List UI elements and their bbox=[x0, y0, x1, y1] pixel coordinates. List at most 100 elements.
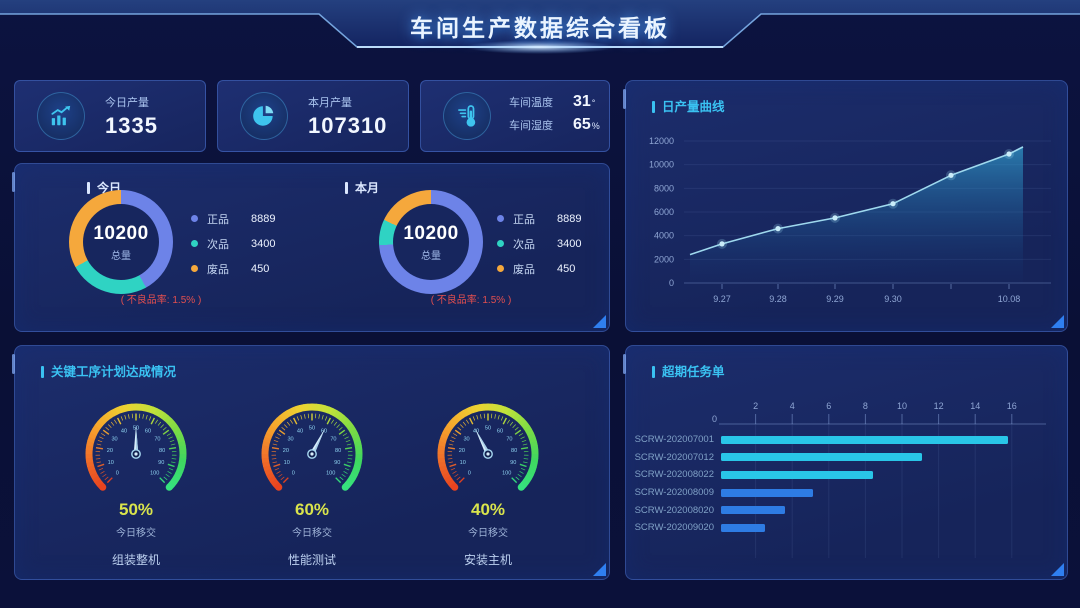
legend-item: 废品 450 bbox=[497, 256, 581, 281]
legend-name: 次品 bbox=[513, 238, 535, 251]
gauge-performance-test: 0 10 20 30 40 50 60 70 80 90 100 60% 今日移交 性能测试 bbox=[252, 394, 372, 568]
svg-text:40: 40 bbox=[297, 428, 303, 434]
svg-text:2: 2 bbox=[753, 401, 758, 411]
section-bar bbox=[345, 182, 348, 194]
trend-up-icon bbox=[37, 92, 85, 140]
legend-value: 8889 bbox=[557, 212, 582, 225]
svg-text:60: 60 bbox=[321, 428, 327, 434]
svg-text:80: 80 bbox=[335, 448, 341, 454]
section-month-label: 本月 bbox=[345, 179, 379, 196]
overdue-tasks-bar-chart: SCRW-202007001 SCRW-202007012 SCRW-2020080… bbox=[626, 431, 1067, 537]
donut-total-label: 总量 bbox=[111, 250, 131, 262]
task-id-label: SCRW-202008020 bbox=[634, 504, 714, 516]
svg-text:0: 0 bbox=[712, 414, 717, 424]
legend-dot bbox=[191, 265, 198, 272]
process-gauges-panel: 关键工序计划达成情况 0 10 20 30 40 50 60 70 80 90 100 50% 今日… bbox=[12, 345, 610, 580]
svg-text:90: 90 bbox=[334, 460, 340, 466]
stat-card-today-output: 今日产量 1335 bbox=[14, 80, 206, 152]
legend-item: 次品 3400 bbox=[191, 231, 275, 256]
stat-label: 今日产量 bbox=[105, 96, 149, 109]
svg-text:50: 50 bbox=[485, 426, 491, 432]
legend-item: 正品 8889 bbox=[191, 206, 275, 231]
task-bar bbox=[721, 453, 922, 462]
legend-name: 废品 bbox=[207, 263, 229, 276]
svg-text:100: 100 bbox=[326, 471, 335, 477]
task-bar-row: SCRW-202007001 bbox=[626, 431, 1067, 449]
svg-text:9.29: 9.29 bbox=[826, 294, 844, 304]
gauge-host-install: 0 10 20 30 40 50 60 70 80 90 100 40% 今日移交 安装主机 bbox=[428, 394, 548, 568]
legend-value: 450 bbox=[251, 262, 270, 275]
gauge-name: 性能测试 bbox=[287, 553, 336, 567]
task-bar-row: SCRW-202008009 bbox=[626, 484, 1067, 502]
daily-output-panel: 日产量曲线 0 2000 4000 6000 8000 10000 12000 9.27 9.2… bbox=[623, 80, 1068, 332]
svg-text:12: 12 bbox=[934, 401, 944, 411]
page-title: 车间生产数据综合看板 bbox=[410, 15, 670, 41]
defect-rate-note: ( 不良品率: 1.5% ) bbox=[430, 295, 512, 306]
task-bar-row: SCRW-202008020 bbox=[626, 501, 1067, 519]
legend-dot bbox=[191, 215, 198, 222]
svg-text:9.28: 9.28 bbox=[769, 294, 787, 304]
svg-text:10.08: 10.08 bbox=[998, 294, 1021, 304]
svg-text:40: 40 bbox=[473, 428, 479, 434]
svg-text:20: 20 bbox=[107, 448, 113, 454]
temperature-value: 31 bbox=[573, 93, 591, 110]
legend-item: 废品 450 bbox=[191, 256, 275, 281]
svg-text:0: 0 bbox=[116, 471, 119, 477]
temperature-label: 车间温度 bbox=[509, 97, 553, 109]
svg-text:90: 90 bbox=[158, 460, 164, 466]
svg-text:10: 10 bbox=[460, 460, 466, 466]
gauge-dial: 0 10 20 30 40 50 60 70 80 90 100 bbox=[76, 394, 196, 513]
temperature-row: 车间温度 31 ° bbox=[509, 93, 600, 116]
gauge-dial: 0 10 20 30 40 50 60 70 80 90 100 bbox=[252, 394, 372, 513]
svg-text:70: 70 bbox=[330, 436, 336, 442]
legend-dot bbox=[497, 265, 504, 272]
gauge-sub-label: 今日移交 bbox=[116, 528, 156, 539]
temperature-unit: ° bbox=[591, 98, 596, 108]
gauge-sub-label: 今日移交 bbox=[468, 528, 508, 539]
task-bar-row: SCRW-202007012 bbox=[626, 449, 1067, 467]
svg-text:14: 14 bbox=[970, 401, 980, 411]
overdue-tasks-title: 超期任务单 bbox=[652, 361, 725, 380]
gauge-value: 60% bbox=[294, 500, 330, 519]
legend-item: 正品 8889 bbox=[497, 206, 581, 231]
overdue-tasks-panel: 超期任务单 0 2 4 6 8 10 12 14 16 SCRW-202007001 SCRW-2… bbox=[623, 345, 1068, 580]
svg-text:10000: 10000 bbox=[649, 160, 674, 170]
thermometer-icon bbox=[443, 92, 491, 140]
legend-name: 正品 bbox=[513, 213, 535, 226]
gauge-value: 50% bbox=[118, 500, 154, 519]
section-bar bbox=[87, 182, 90, 194]
humidity-value: 65 bbox=[573, 116, 591, 133]
task-id-label: SCRW-202008022 bbox=[634, 469, 714, 481]
section-bar bbox=[652, 101, 655, 113]
svg-text:20: 20 bbox=[459, 448, 465, 454]
svg-text:60: 60 bbox=[145, 428, 151, 434]
daily-output-title: 日产量曲线 bbox=[652, 96, 725, 115]
legend-value: 3400 bbox=[251, 237, 276, 250]
section-bar bbox=[41, 366, 44, 378]
task-bar-row: SCRW-202009020 bbox=[626, 519, 1067, 537]
quality-panel: 今日 本月 10200 总量 正品 8889 次品 3400 废品 450 ( 不良品… bbox=[12, 163, 610, 332]
legend-item: 次品 3400 bbox=[497, 231, 581, 256]
svg-text:40: 40 bbox=[121, 428, 127, 434]
legend-value: 3400 bbox=[557, 237, 582, 250]
svg-text:8: 8 bbox=[863, 401, 868, 411]
legend-name: 正品 bbox=[207, 213, 229, 226]
task-bar-row: SCRW-202008022 bbox=[626, 466, 1067, 484]
today-donut-legend: 正品 8889 次品 3400 废品 450 bbox=[191, 206, 275, 281]
task-bar bbox=[721, 506, 785, 515]
svg-text:16: 16 bbox=[1007, 401, 1017, 411]
task-id-label: SCRW-202009020 bbox=[634, 522, 714, 534]
humidity-unit: % bbox=[591, 121, 600, 131]
gauge-name: 安装主机 bbox=[463, 553, 512, 567]
task-id-label: SCRW-202007001 bbox=[634, 434, 714, 446]
svg-text:80: 80 bbox=[511, 448, 517, 454]
header-banner bbox=[0, 0, 1080, 54]
svg-text:0: 0 bbox=[669, 278, 674, 288]
legend-name: 次品 bbox=[207, 238, 229, 251]
month-donut-chart: 10200 总量 bbox=[379, 190, 483, 294]
svg-text:50: 50 bbox=[309, 426, 315, 432]
svg-text:9.27: 9.27 bbox=[713, 294, 731, 304]
task-bar bbox=[721, 435, 1008, 444]
stat-card-environment: 车间温度 31 ° 车间湿度 65 % bbox=[420, 80, 610, 152]
task-bar bbox=[721, 488, 813, 497]
